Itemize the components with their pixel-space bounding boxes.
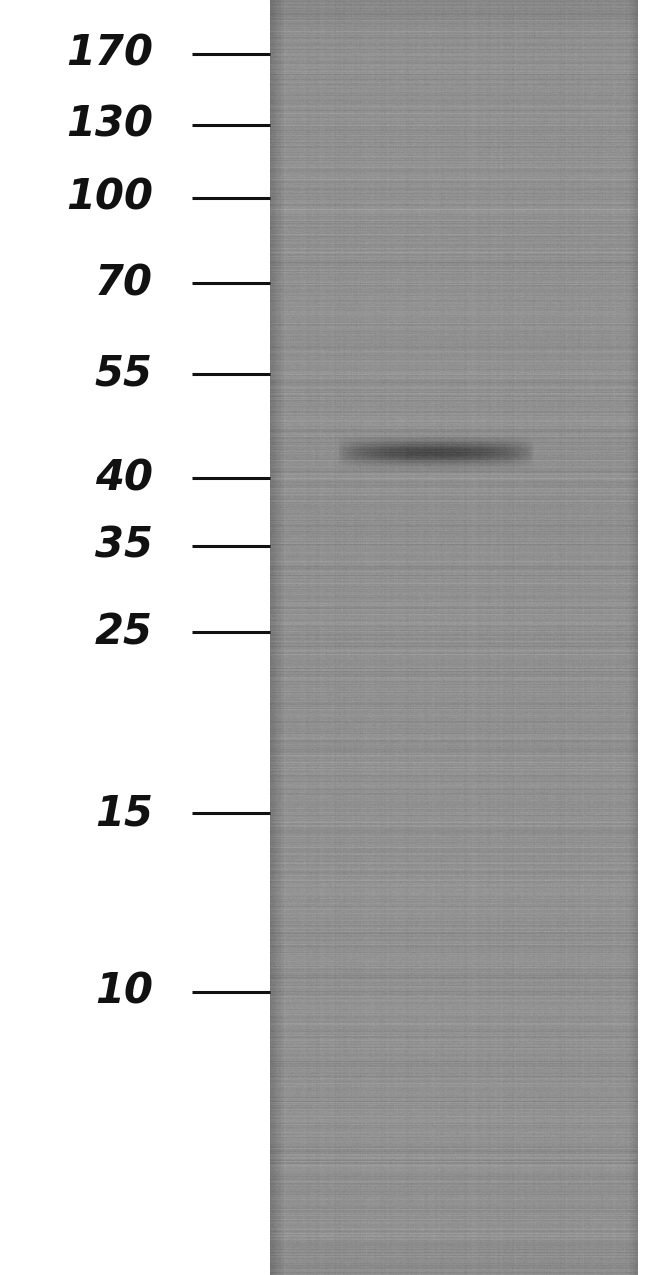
Text: 10: 10 [95, 972, 153, 1012]
Text: 35: 35 [95, 525, 153, 566]
Text: 70: 70 [95, 263, 153, 303]
Text: 55: 55 [95, 353, 153, 394]
Text: 15: 15 [95, 793, 153, 834]
Text: 40: 40 [95, 458, 153, 499]
Text: 25: 25 [95, 612, 153, 653]
Text: 170: 170 [66, 33, 153, 74]
Text: 130: 130 [66, 105, 153, 145]
Text: 100: 100 [66, 177, 153, 218]
